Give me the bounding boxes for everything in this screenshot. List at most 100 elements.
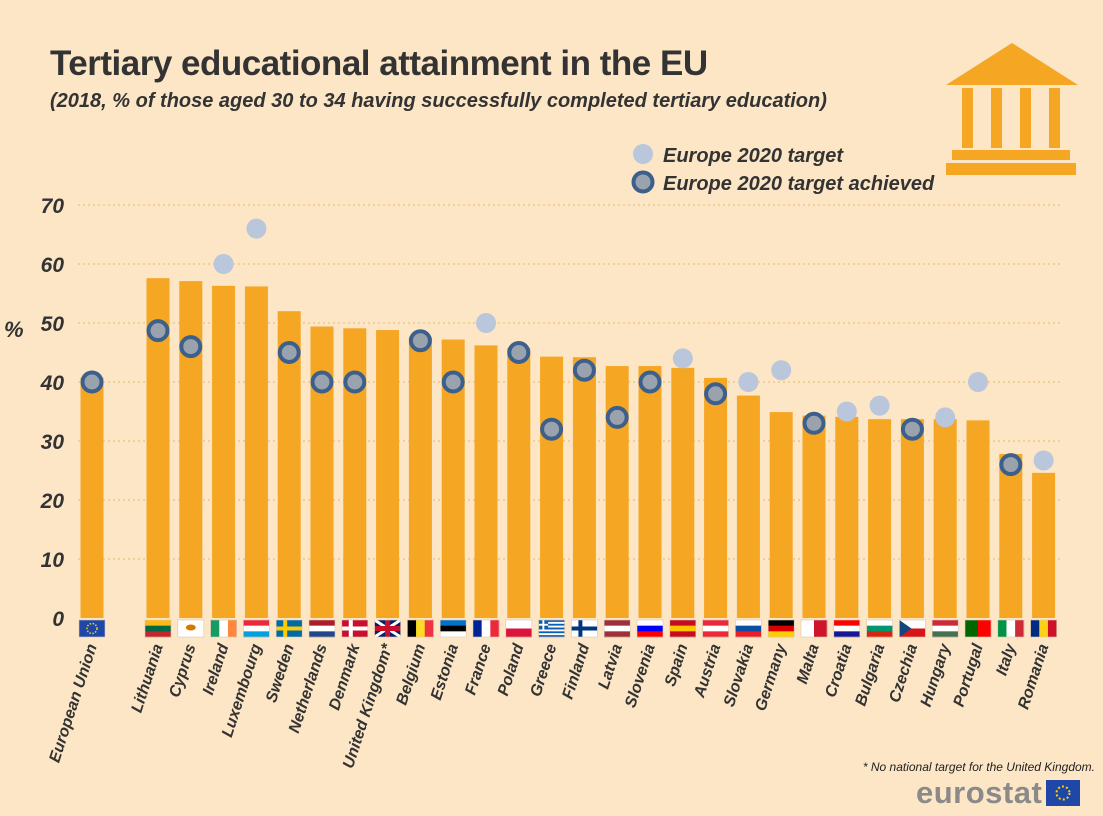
x-tick-label: Belgium	[394, 642, 430, 707]
flag-icon	[636, 619, 664, 638]
flag-stripe	[768, 620, 795, 626]
flag-stripe	[702, 625, 729, 632]
flag-stripe	[243, 625, 270, 632]
bar	[671, 367, 695, 618]
flag-cross	[374, 626, 401, 631]
y-axis-label: %	[4, 317, 24, 342]
brand-name: eurostat	[916, 775, 1043, 810]
flag-border	[177, 619, 205, 638]
y-tick-label: 60	[41, 254, 65, 277]
x-tick-label: Croatia	[822, 642, 855, 700]
flag-stripe	[538, 629, 565, 632]
x-tick-label: Austria	[691, 642, 725, 701]
x-tick-label: European Union	[46, 642, 100, 765]
target-achieved-marker	[146, 319, 170, 343]
flag-stripe	[735, 620, 762, 626]
target-marker	[246, 218, 267, 239]
building-columns-icon	[946, 43, 1078, 175]
y-tick-label: 40	[40, 372, 65, 395]
y-tick-label: 30	[41, 431, 65, 454]
flag-stripe	[768, 625, 795, 632]
flag-icon	[866, 619, 893, 638]
flag-stripe	[505, 620, 532, 629]
bar	[868, 419, 892, 618]
flag-icon	[899, 619, 926, 638]
legend-target-label: Europe 2020 target	[663, 145, 844, 167]
flag-stripe	[814, 620, 828, 637]
flag-border	[964, 619, 992, 638]
flag-cross	[276, 626, 303, 631]
flag-stripe	[538, 631, 565, 634]
flag-border	[538, 619, 565, 638]
flag-stripe	[219, 620, 229, 637]
y-axis: 0 10 20 30 40 50 60 70%	[4, 195, 64, 631]
bar	[1032, 472, 1056, 618]
country-flags	[78, 618, 1057, 639]
flag-stripe	[978, 620, 992, 637]
flag-stripe	[637, 620, 663, 626]
flag-stripe	[243, 631, 270, 638]
flag-border	[407, 619, 434, 638]
flag-stripe	[801, 620, 815, 637]
flag-stripe	[637, 631, 663, 638]
flag-icon	[997, 619, 1025, 638]
x-tick-label: Lithuania	[129, 642, 167, 715]
bar	[835, 416, 859, 618]
bar	[146, 278, 170, 618]
flag-cross	[571, 626, 598, 631]
flag-stripe	[932, 620, 959, 626]
bar	[704, 377, 728, 618]
flag-stripe	[490, 620, 500, 637]
flag-icon	[243, 619, 270, 638]
target-marker	[213, 254, 234, 274]
flag-cross	[538, 623, 549, 626]
flag-border	[1030, 619, 1057, 638]
x-tick-label: Spain	[662, 642, 692, 689]
bar	[638, 366, 662, 618]
x-tick-label: Slovakia	[721, 642, 757, 709]
flag-stripe	[669, 620, 696, 626]
flag-stripe	[481, 620, 491, 637]
bar	[802, 415, 826, 618]
bar	[999, 453, 1023, 618]
gridlines	[78, 204, 1062, 560]
flag-icon	[373, 618, 402, 639]
x-tick-label: Estonia	[428, 642, 462, 702]
flag-stripe	[604, 625, 631, 632]
legend-achieved-label: Europe 2020 target achieved	[663, 173, 935, 195]
flag-border	[571, 619, 598, 638]
flag-stripe	[768, 631, 795, 638]
bar	[376, 330, 400, 618]
eurostat-logo: eurostat	[916, 775, 1081, 811]
flag-border	[275, 619, 303, 638]
chart-subtitle: (2018, % of those aged 30 to 34 having s…	[50, 90, 827, 112]
flag-icon	[964, 619, 992, 638]
flag-icon	[603, 619, 631, 638]
flag-icon	[735, 619, 762, 638]
flag-icon	[833, 619, 861, 638]
bar	[507, 348, 531, 618]
flag-stripe	[309, 631, 335, 638]
target-achieved-marker	[638, 370, 662, 394]
x-tick-label: Malta	[794, 642, 823, 686]
bar	[310, 326, 334, 618]
flag-stripe	[145, 625, 171, 632]
flag-icon	[472, 619, 500, 638]
flag-stripe	[932, 631, 959, 638]
flag-stripe	[637, 625, 663, 632]
flag-border	[210, 619, 237, 638]
flag-icon	[702, 619, 729, 638]
target-achieved-marker	[343, 370, 367, 394]
flag-stripe	[1030, 620, 1040, 637]
target-marker	[476, 313, 496, 333]
target-achieved-marker	[572, 358, 596, 382]
bar	[277, 311, 301, 618]
flag-border	[931, 619, 959, 638]
bar	[80, 377, 104, 618]
flag-stripe	[440, 625, 467, 632]
flag-triangle	[899, 620, 912, 637]
flag-stripe	[145, 631, 171, 638]
flag-stripe	[833, 620, 860, 626]
bar	[474, 345, 498, 618]
flag-stripe	[538, 625, 565, 628]
